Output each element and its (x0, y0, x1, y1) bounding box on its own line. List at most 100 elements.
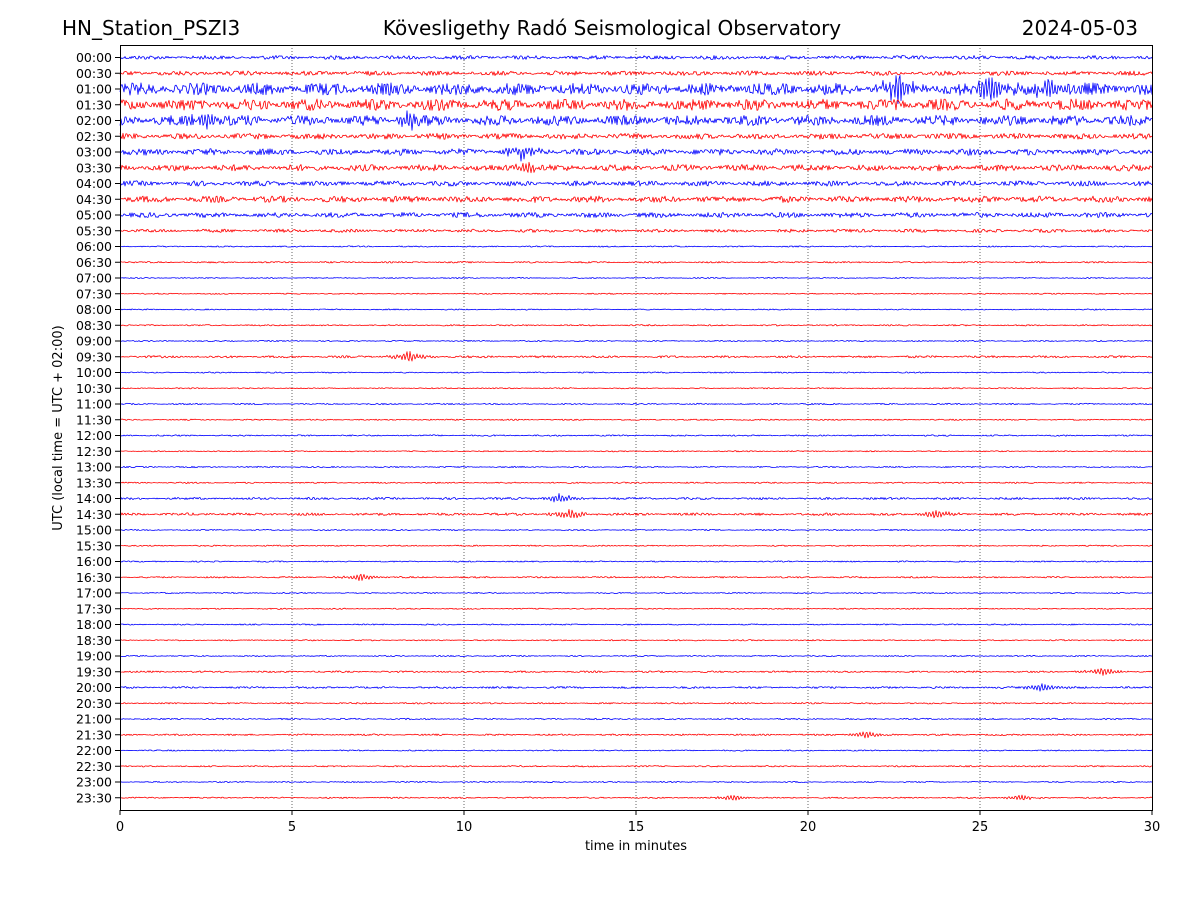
trace-0200 (119, 110, 1153, 131)
y-tick-label: 20:00 (76, 680, 112, 695)
trace-0130 (119, 98, 1153, 112)
trace-1500 (119, 528, 1153, 532)
trace-0300 (119, 147, 1153, 162)
trace-2300 (119, 780, 1153, 784)
trace-0700 (119, 277, 1153, 279)
trace-0530 (119, 228, 1153, 233)
y-tick-label: 11:00 (76, 397, 112, 412)
y-tick-label: 04:00 (76, 176, 112, 191)
y-tick-label: 14:30 (76, 507, 112, 522)
y-tick-label: 19:00 (76, 649, 112, 664)
x-tick-label: 10 (456, 820, 473, 835)
y-tick-label: 22:00 (76, 743, 112, 758)
trace-0230 (119, 132, 1153, 140)
trace-0630 (119, 261, 1153, 264)
trace-0030 (119, 70, 1153, 76)
chart-date: 2024-05-03 (1021, 16, 1138, 40)
trace-1600 (119, 560, 1153, 563)
y-tick-label: 08:00 (76, 302, 112, 317)
y-tick-label: 09:30 (76, 349, 112, 364)
y-tick-label: 01:30 (76, 97, 112, 112)
y-tick-label: 03:30 (76, 160, 112, 175)
x-tick-label: 20 (800, 820, 817, 835)
trace-1800 (119, 623, 1153, 626)
y-tick-label: 20:30 (76, 696, 112, 711)
y-tick-label: 21:30 (76, 727, 112, 742)
y-tick-label: 13:00 (76, 460, 112, 475)
seismic-traces (119, 55, 1153, 801)
y-tick-label: 05:00 (76, 208, 112, 223)
trace-1830 (119, 639, 1153, 642)
trace-0430 (119, 195, 1153, 203)
x-tick-label: 15 (628, 820, 645, 835)
trace-1630 (119, 573, 1153, 582)
y-tick-label: 15:00 (76, 523, 112, 538)
y-tick-label: 05:30 (76, 223, 112, 238)
y-tick-label: 07:00 (76, 271, 112, 286)
y-tick-label: 14:00 (76, 491, 112, 506)
trace-1330 (119, 481, 1153, 484)
trace-2000 (119, 683, 1153, 692)
x-tick-label: 25 (972, 820, 989, 835)
trace-2030 (119, 702, 1153, 705)
trace-2230 (119, 765, 1153, 768)
station-name: HN_Station_PSZI3 (62, 16, 241, 40)
y-tick-label: 18:00 (76, 617, 112, 632)
trace-0100 (119, 74, 1153, 105)
plot-frame (120, 45, 1153, 811)
y-tick-label: 06:00 (76, 239, 112, 254)
y-tick-label: 01:00 (76, 82, 112, 97)
trace-0800 (119, 308, 1153, 311)
trace-1030 (119, 387, 1153, 390)
trace-1100 (119, 402, 1153, 406)
trace-1400 (119, 493, 1153, 503)
y-tick-label: 13:30 (76, 475, 112, 490)
y-tick-label: 17:00 (76, 586, 112, 601)
trace-1730 (119, 607, 1153, 610)
y-tick-label: 12:00 (76, 428, 112, 443)
y-tick-label: 19:30 (76, 664, 112, 679)
trace-1300 (119, 465, 1153, 469)
trace-0900 (119, 339, 1153, 343)
y-tick-labels: 00:0000:3001:0001:3002:0002:3003:0003:30… (76, 50, 120, 805)
y-tick-label: 06:30 (76, 255, 112, 270)
y-tick-label: 17:30 (76, 601, 112, 616)
y-tick-label: 23:00 (76, 775, 112, 790)
x-tick-label: 0 (116, 820, 124, 835)
y-tick-label: 08:30 (76, 318, 112, 333)
trace-1230 (119, 450, 1153, 453)
y-tick-label: 04:30 (76, 192, 112, 207)
trace-1000 (119, 371, 1153, 374)
trace-1430 (119, 508, 1153, 519)
x-tick-label: 5 (288, 820, 296, 835)
trace-1700 (119, 591, 1153, 595)
y-tick-label: 22:30 (76, 759, 112, 774)
x-axis: 0 5 10 15 20 25 30 (116, 810, 1160, 835)
trace-1130 (119, 418, 1153, 421)
trace-0500 (119, 211, 1153, 218)
y-tick-label: 00:30 (76, 66, 112, 81)
chart-title: Kövesligethy Radó Seismological Observat… (382, 16, 842, 40)
grid-lines (291, 45, 981, 810)
y-tick-label: 09:00 (76, 334, 112, 349)
y-tick-label: 16:30 (76, 570, 112, 585)
y-tick-label: 00:00 (76, 50, 112, 65)
trace-0330 (119, 161, 1153, 174)
trace-2130 (119, 731, 1153, 739)
trace-0930 (119, 351, 1153, 362)
y-tick-label: 11:30 (76, 412, 112, 427)
x-tick-label: 30 (1144, 820, 1161, 835)
trace-0000 (119, 55, 1153, 60)
y-tick-label: 21:00 (76, 712, 112, 727)
trace-2200 (119, 749, 1153, 752)
y-tick-label: 03:00 (76, 145, 112, 160)
y-tick-label: 02:30 (76, 129, 112, 144)
x-axis-label: time in minutes (585, 839, 687, 854)
trace-0830 (120, 324, 1153, 327)
trace-0730 (119, 292, 1153, 295)
trace-2100 (119, 717, 1153, 721)
trace-1200 (119, 434, 1153, 437)
y-tick-label: 16:00 (76, 554, 112, 569)
